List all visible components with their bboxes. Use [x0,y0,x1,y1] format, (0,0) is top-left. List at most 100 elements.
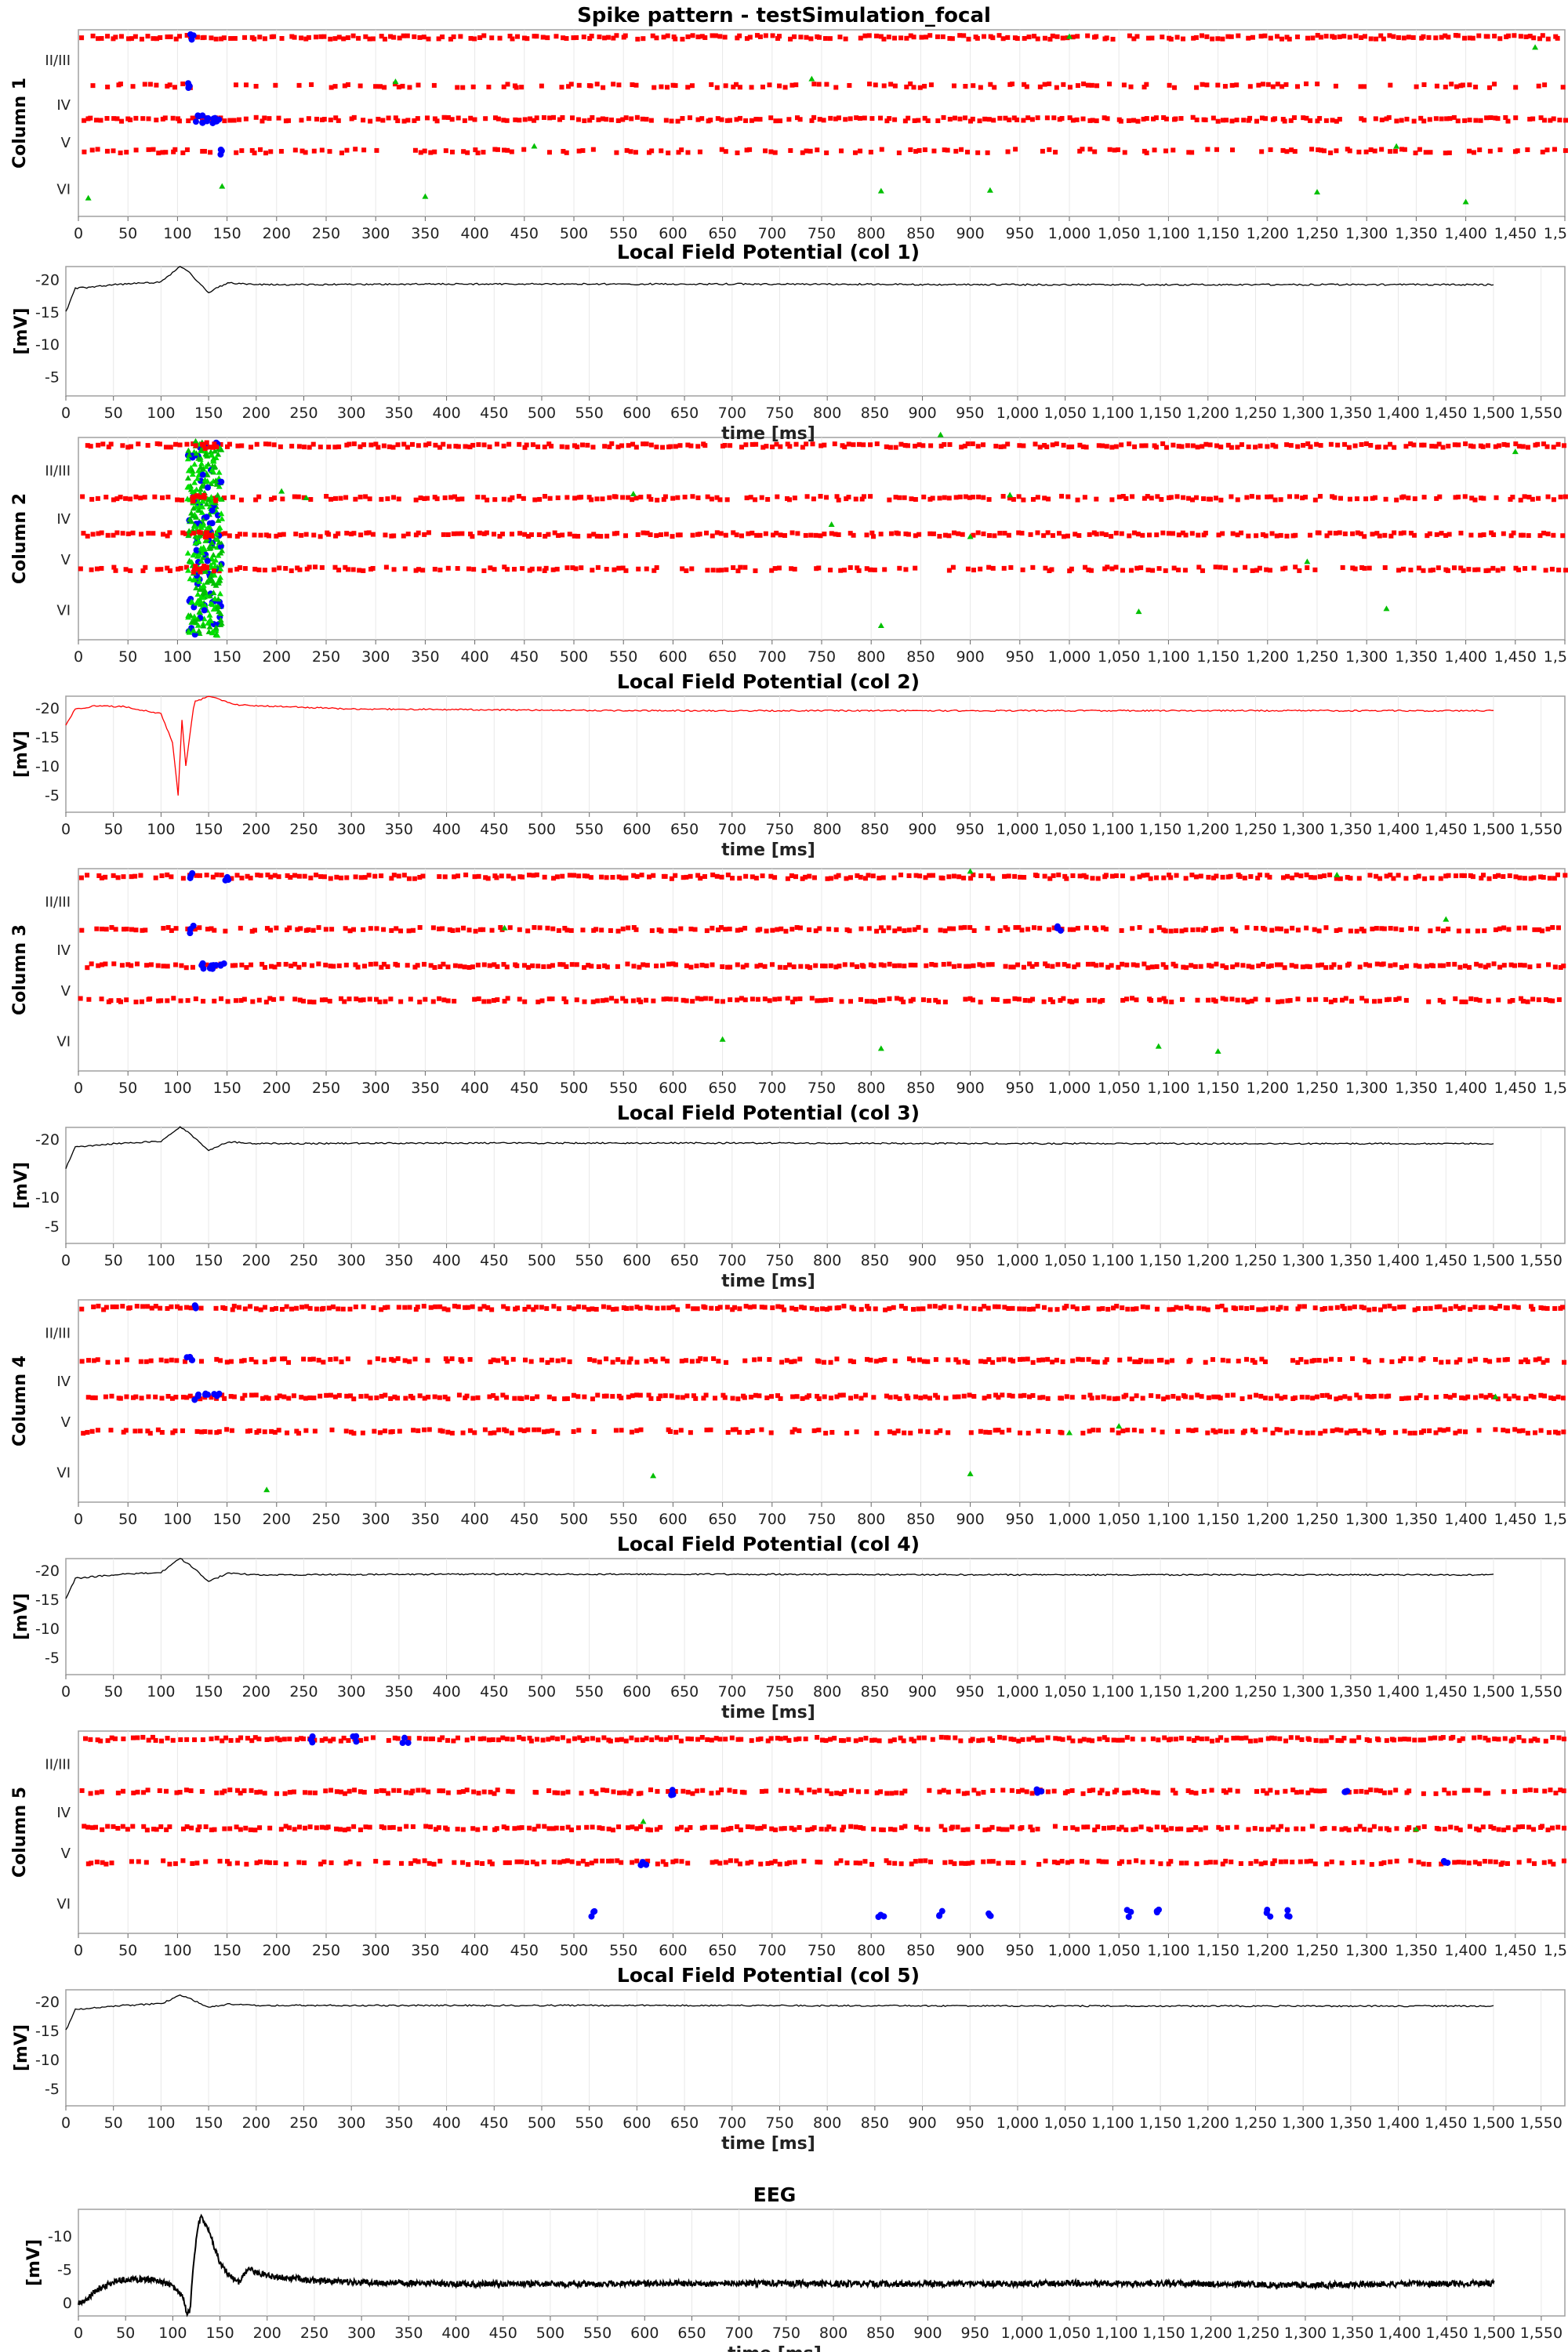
spike-marker [1350,565,1356,571]
spike-marker [779,1359,785,1365]
spike-marker [877,876,882,881]
spike-marker [1475,928,1480,934]
spike-marker [1368,443,1374,448]
spike-marker [571,1429,576,1435]
spike-marker [125,962,131,967]
spike-marker [836,1305,841,1310]
spike-marker [634,1737,640,1743]
spike-marker [127,1305,132,1311]
spike-marker [210,458,217,464]
spike-marker [816,565,822,571]
spike-marker [1195,1392,1200,1398]
spike-marker [601,1304,606,1309]
spike-marker [927,496,933,502]
spike-marker [470,1736,476,1741]
spike-marker [376,445,381,450]
spike-marker [1462,118,1468,123]
spike-marker [509,1430,514,1436]
spike-marker [312,1428,318,1434]
spike-marker [612,531,617,536]
spike-marker [447,927,452,932]
spike-marker [1002,531,1007,536]
spike-marker [189,471,196,477]
spike-marker [91,1304,96,1309]
spike-marker [1210,1428,1216,1433]
spike-marker [209,539,216,546]
spike-marker [235,443,241,448]
spike-marker [223,1735,229,1740]
spike-marker [634,874,640,880]
spike-marker [358,444,363,449]
spike-marker [737,33,742,38]
spike-marker [1074,117,1080,122]
spike-marker [420,568,426,573]
spike-marker [857,115,862,121]
spike-marker [196,503,203,509]
spike-marker [537,925,543,931]
spike-marker [193,443,198,448]
x-tick-label: 300 [361,648,390,666]
spike-marker [1388,926,1393,931]
spike-marker [1486,876,1492,881]
spike-marker [1051,873,1056,878]
spike-marker [763,33,768,38]
spike-marker [411,1428,416,1433]
spike-marker [1345,874,1350,880]
spike-marker [882,567,887,572]
spike-marker [318,534,323,539]
spike-marker [1189,1305,1194,1311]
spike-marker [1085,1305,1091,1311]
spike-marker [344,875,350,880]
spike-marker [363,494,368,499]
spike-marker [437,1395,442,1400]
spike-marker [1377,998,1382,1004]
spike-marker [210,874,216,880]
spike-marker [190,552,197,558]
spike-marker [1131,118,1136,123]
spike-marker [664,996,670,1002]
spike-marker [564,1396,570,1402]
spike-marker [307,445,312,450]
spike-marker [1214,443,1219,448]
spike-marker [462,118,467,123]
spike-marker [1394,118,1399,124]
spike-marker [858,35,863,41]
spike-marker [1313,996,1319,1002]
spike-marker [990,1359,996,1365]
spike-marker [1234,82,1240,88]
spike-marker [1242,1428,1247,1434]
spike-marker [1109,534,1114,539]
spike-marker [828,963,833,968]
spike-marker [647,874,652,880]
spike-marker [455,1735,460,1740]
spike-marker [851,1359,856,1364]
spike-marker [1132,444,1138,449]
spike-marker [560,532,565,538]
spike-marker [510,36,515,42]
spike-marker [631,964,637,969]
spike-marker [623,568,629,573]
spike-marker [209,35,214,41]
spike-marker [108,998,114,1004]
spike-marker [641,36,646,42]
spike-marker [808,965,813,971]
spike-marker [714,495,720,500]
spike-marker [1070,1358,1076,1363]
spike-marker [848,116,853,122]
spike-marker [350,927,356,932]
x-tick-label: 450 [510,648,539,666]
spike-marker [219,547,226,554]
spike-marker [629,1429,634,1435]
spike-marker [1531,875,1537,880]
spike-marker [283,961,289,967]
spike-marker [278,444,283,449]
spike-marker [1247,1394,1253,1399]
spike-marker [1433,116,1439,122]
spike-marker [1512,448,1519,455]
spike-marker [1443,873,1449,879]
layer-label: V [61,552,71,568]
spike-marker [1315,118,1320,124]
spike-marker [1017,1430,1022,1436]
spike-marker [742,564,748,570]
spike-marker [892,83,898,89]
